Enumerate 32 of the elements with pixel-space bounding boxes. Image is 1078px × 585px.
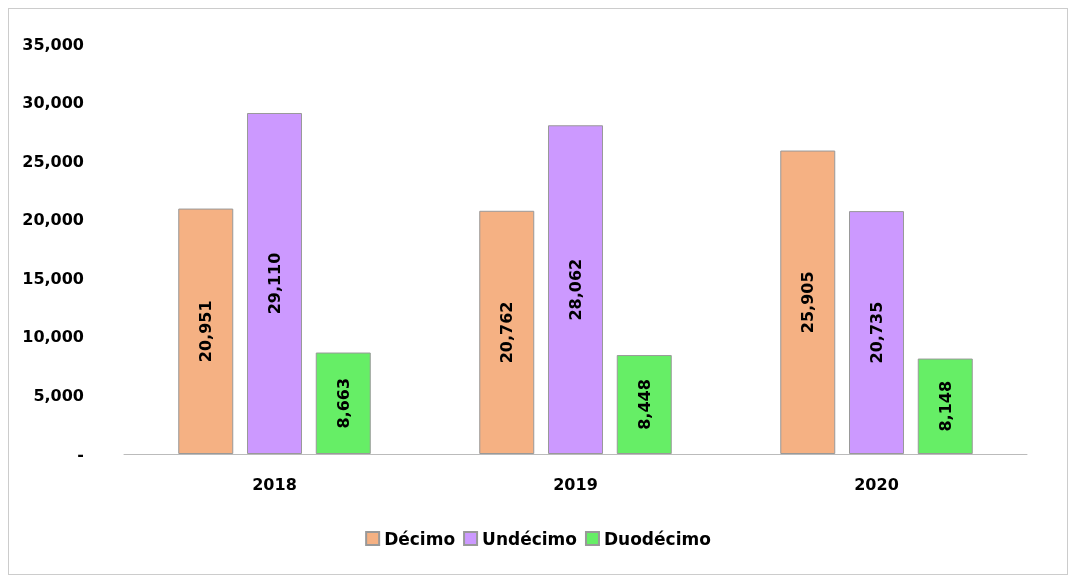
y-tick-label: 30,000 [22,93,84,113]
x-tick-label: 2019 [553,474,598,494]
legend-label: Undécimo [482,528,577,549]
y-tick-label: - [77,444,84,464]
x-tick-label: 2020 [854,474,899,494]
data-label: 8,448 [634,379,654,430]
data-label: 25,905 [798,271,818,334]
data-label: 8,663 [333,377,353,429]
data-label: 20,735 [867,301,886,364]
bar [849,211,904,454]
y-tick-label: 5,000 [33,385,84,405]
data-label: 28,062 [566,258,585,321]
y-tick-label: 25,000 [22,151,84,171]
data-label: 29,110 [265,252,284,315]
legend-label: Duodécimo [603,528,711,549]
legend-label: Décimo [384,528,456,549]
bar [780,150,836,454]
y-tick-label: 10,000 [22,327,84,347]
bar [616,355,672,454]
data-label: 20,951 [196,300,216,363]
y-tick-label: 35,000 [22,34,84,54]
bar [917,358,973,454]
data-label: 20,762 [497,301,517,364]
y-tick-label: 15,000 [22,268,84,288]
bar [548,125,603,454]
x-tick-label: 2018 [252,474,297,494]
y-tick-label: 20,000 [22,210,84,230]
bar [247,113,302,454]
bar [479,210,535,454]
bar [178,208,234,454]
bar [315,352,371,454]
data-label: 8,148 [935,380,955,432]
